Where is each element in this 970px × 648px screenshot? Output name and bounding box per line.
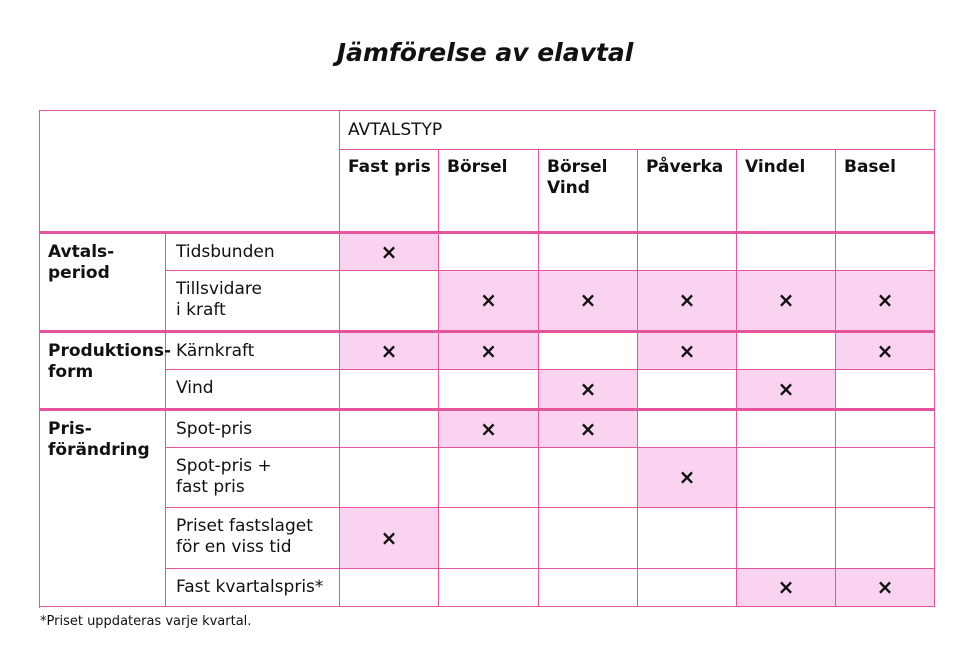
- mark-cell: ×: [539, 370, 638, 409]
- column-header: Fast pris: [340, 150, 439, 232]
- empty-cell: [439, 508, 539, 569]
- mark-cell: ×: [737, 271, 836, 331]
- mark-cell: ×: [340, 331, 439, 370]
- row-label: Fast kvartalspris*: [166, 569, 340, 607]
- empty-cell: [638, 508, 737, 569]
- group-label: Pris- förändring: [40, 409, 166, 607]
- mark-cell: ×: [539, 409, 638, 448]
- mark-cell: ×: [439, 331, 539, 370]
- empty-cell: [539, 331, 638, 370]
- empty-cell: [340, 448, 439, 508]
- empty-cell: [539, 569, 638, 607]
- empty-cell: [737, 448, 836, 508]
- mark-cell: ×: [836, 331, 935, 370]
- mark-cell: ×: [539, 271, 638, 331]
- empty-cell: [737, 232, 836, 271]
- empty-cell: [340, 409, 439, 448]
- row-label: Priset fastslaget för en viss tid: [166, 508, 340, 569]
- mark-cell: ×: [340, 508, 439, 569]
- empty-cell: [340, 370, 439, 409]
- empty-cell: [439, 448, 539, 508]
- mark-cell: ×: [638, 271, 737, 331]
- row-label: Spot-pris + fast pris: [166, 448, 340, 508]
- empty-cell: [737, 409, 836, 448]
- empty-cell: [737, 508, 836, 569]
- mark-cell: ×: [836, 271, 935, 331]
- mark-cell: ×: [737, 569, 836, 607]
- row-label: Spot-pris: [166, 409, 340, 448]
- footnote: *Priset uppdateras varje kvartal.: [40, 614, 252, 629]
- empty-cell: [340, 569, 439, 607]
- empty-cell: [439, 232, 539, 271]
- empty-cell: [638, 409, 737, 448]
- group-label: Avtals- period: [40, 232, 166, 331]
- mark-cell: ×: [638, 331, 737, 370]
- row-label: Tillsvidare i kraft: [166, 271, 340, 331]
- row-label: Kärnkraft: [166, 331, 340, 370]
- column-header: Påverka: [638, 150, 737, 232]
- empty-cell: [836, 448, 935, 508]
- mark-cell: ×: [439, 271, 539, 331]
- empty-cell: [340, 271, 439, 331]
- column-header: Börsel Vind: [539, 150, 638, 232]
- column-header: Basel: [836, 150, 935, 232]
- empty-cell: [638, 370, 737, 409]
- empty-cell: [836, 370, 935, 409]
- row-label: Vind: [166, 370, 340, 409]
- mark-cell: ×: [439, 409, 539, 448]
- empty-cell: [638, 569, 737, 607]
- empty-cell: [836, 508, 935, 569]
- empty-cell: [439, 370, 539, 409]
- group-label: Produktions- form: [40, 331, 171, 409]
- column-header: Börsel: [439, 150, 539, 232]
- mark-cell: ×: [340, 232, 439, 271]
- empty-cell: [836, 232, 935, 271]
- table-header: AVTALSTYP: [340, 111, 935, 150]
- column-header: Vindel: [737, 150, 836, 232]
- mark-cell: ×: [737, 370, 836, 409]
- empty-cell: [539, 508, 638, 569]
- mark-cell: ×: [836, 569, 935, 607]
- empty-cell: [439, 569, 539, 607]
- row-label: Tidsbunden: [166, 232, 340, 271]
- empty-cell: [638, 232, 737, 271]
- empty-cell: [539, 448, 638, 508]
- corner: [40, 111, 340, 232]
- empty-cell: [539, 232, 638, 271]
- empty-cell: [737, 331, 836, 370]
- title: Jämförelse av elavtal: [336, 38, 634, 67]
- empty-cell: [836, 409, 935, 448]
- mark-cell: ×: [638, 448, 737, 508]
